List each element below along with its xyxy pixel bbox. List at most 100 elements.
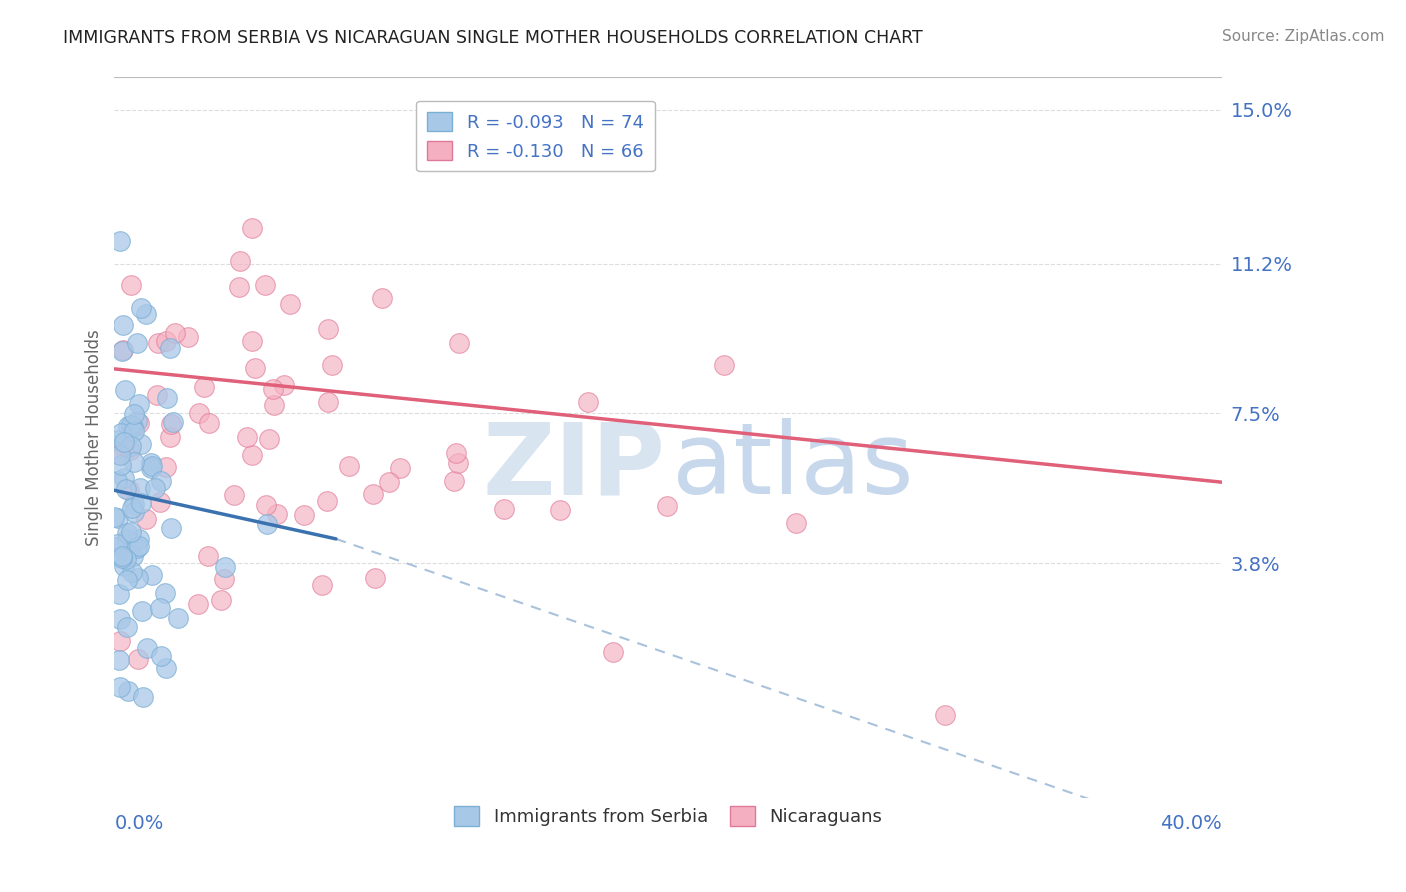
Point <box>108 234 131 248</box>
Point <box>155 661 177 675</box>
Point <box>576 395 599 409</box>
Point <box>278 297 301 311</box>
Text: 0.0%: 0.0% <box>114 814 163 833</box>
Point <box>262 382 284 396</box>
Point <box>110 446 132 460</box>
Point <box>128 397 150 411</box>
Point <box>240 221 263 235</box>
Point <box>494 502 516 516</box>
Point <box>135 641 157 656</box>
Point <box>447 335 470 350</box>
Point <box>548 502 571 516</box>
Point <box>242 448 264 462</box>
Point <box>110 448 132 462</box>
Point <box>212 572 235 586</box>
Point <box>124 498 146 512</box>
Point <box>155 334 177 349</box>
Point <box>361 487 384 501</box>
Point <box>108 653 131 667</box>
Point <box>209 592 232 607</box>
Point <box>110 550 132 565</box>
Point <box>254 277 277 292</box>
Point <box>125 541 148 556</box>
Point <box>443 474 465 488</box>
Point <box>446 446 468 460</box>
Point <box>135 512 157 526</box>
Point <box>111 318 134 332</box>
Point <box>222 487 245 501</box>
Point <box>128 540 150 554</box>
Point <box>263 399 285 413</box>
Legend: Immigrants from Serbia, Nicaraguans: Immigrants from Serbia, Nicaraguans <box>447 799 890 834</box>
Point <box>187 405 209 419</box>
Point <box>105 537 128 551</box>
Point <box>228 280 250 294</box>
Point <box>159 520 181 534</box>
Point <box>159 430 181 444</box>
Point <box>120 417 142 432</box>
Point <box>105 434 128 448</box>
Text: ZIP: ZIP <box>482 418 665 515</box>
Text: atlas: atlas <box>672 418 914 515</box>
Point <box>149 474 172 488</box>
Point <box>266 507 288 521</box>
Point <box>122 455 145 469</box>
Point <box>120 439 142 453</box>
Point <box>156 391 179 405</box>
Point <box>121 565 143 579</box>
Point <box>321 358 343 372</box>
Point <box>120 278 142 293</box>
Point <box>389 461 412 475</box>
Point <box>153 586 176 600</box>
Point <box>122 407 145 421</box>
Point <box>447 456 470 470</box>
Point <box>118 483 141 497</box>
Y-axis label: Single Mother Households: Single Mother Households <box>86 329 103 546</box>
Point <box>115 574 138 588</box>
Text: Source: ZipAtlas.com: Source: ZipAtlas.com <box>1222 29 1385 44</box>
Point <box>112 441 135 455</box>
Point <box>115 551 138 566</box>
Point <box>115 483 138 497</box>
Point <box>120 525 142 540</box>
Point <box>108 587 131 601</box>
Text: IMMIGRANTS FROM SERBIA VS NICARAGUAN SINGLE MOTHER HOUSEHOLDS CORRELATION CHART: IMMIGRANTS FROM SERBIA VS NICARAGUAN SIN… <box>63 29 922 46</box>
Point <box>256 516 278 531</box>
Point <box>146 335 169 350</box>
Point <box>114 383 136 397</box>
Point <box>129 481 152 495</box>
Point <box>124 505 146 519</box>
Point <box>128 533 150 547</box>
Point <box>112 471 135 485</box>
Point <box>111 549 134 563</box>
Point <box>257 432 280 446</box>
Point <box>187 597 209 611</box>
Point <box>254 498 277 512</box>
Point <box>112 435 135 450</box>
Point <box>127 571 149 585</box>
Point <box>128 417 150 431</box>
Point <box>934 708 956 723</box>
Point <box>198 417 221 431</box>
Point <box>117 419 139 434</box>
Text: 40.0%: 40.0% <box>1160 814 1222 833</box>
Point <box>602 645 624 659</box>
Point <box>127 414 149 428</box>
Point <box>316 394 339 409</box>
Point <box>240 334 263 349</box>
Point <box>229 254 252 268</box>
Point <box>115 620 138 634</box>
Point <box>117 525 139 540</box>
Point <box>159 341 181 355</box>
Point <box>245 361 267 376</box>
Point <box>363 572 385 586</box>
Point <box>785 516 807 530</box>
Point <box>337 458 360 473</box>
Point <box>149 600 172 615</box>
Point <box>129 496 152 510</box>
Point <box>117 683 139 698</box>
Point <box>135 307 157 321</box>
Point <box>292 508 315 522</box>
Point <box>150 648 173 663</box>
Point <box>197 549 219 563</box>
